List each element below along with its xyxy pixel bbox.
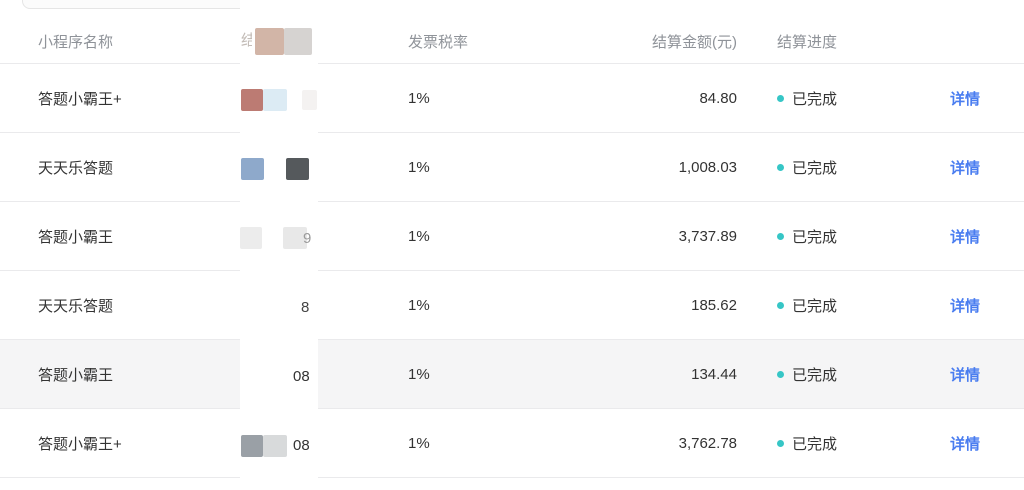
amount-value: 185.62 bbox=[691, 296, 737, 314]
settlement-table: 小程序名称 发票税率 结算金额(元) 结算进度 答题小霸王+ 1% 84.80 … bbox=[0, 20, 1024, 478]
tax-rate-value: 1% bbox=[408, 158, 430, 176]
redaction-patch bbox=[263, 89, 287, 111]
table-row: 答题小霸王+ 1% 84.80 已完成 详情 bbox=[0, 64, 1024, 133]
settlement-no-visible-digits: 8 bbox=[301, 299, 310, 316]
detail-link[interactable]: 详情 bbox=[949, 228, 980, 246]
tax-rate-value: 1% bbox=[408, 89, 430, 107]
status-dot-icon bbox=[777, 439, 784, 447]
table-row-highlighted: 答题小霸王 1% 134.44 已完成 详情 bbox=[0, 340, 1024, 409]
table-row: 答题小霸王 1% 3,737.89 已完成 详情 bbox=[0, 202, 1024, 271]
detail-link[interactable]: 详情 bbox=[949, 366, 980, 384]
miniprogram-name: 答题小霸王 bbox=[38, 228, 114, 246]
redaction-patch bbox=[255, 28, 284, 55]
redaction-patch bbox=[302, 90, 317, 110]
detail-link[interactable]: 详情 bbox=[949, 90, 980, 108]
redaction-patch bbox=[241, 435, 263, 457]
redaction-overlay: 结 9 8 08 08 bbox=[240, 0, 318, 490]
col-header-miniprogram-name: 小程序名称 bbox=[38, 34, 114, 51]
miniprogram-name: 答题小霸王 bbox=[38, 366, 114, 384]
redaction-patch bbox=[263, 435, 287, 457]
status-label: 已完成 bbox=[792, 435, 838, 453]
amount-value: 3,737.89 bbox=[678, 227, 737, 245]
tax-rate-value: 1% bbox=[408, 296, 430, 314]
settlement-no-visible-digits: 08 bbox=[293, 368, 310, 385]
table-row: 天天乐答题 1% 1,008.03 已完成 详情 bbox=[0, 133, 1024, 202]
progress-cell: 已完成 bbox=[777, 295, 902, 316]
status-label: 已完成 bbox=[792, 159, 838, 177]
progress-cell: 已完成 bbox=[777, 226, 902, 247]
status-label: 已完成 bbox=[792, 228, 838, 246]
status-dot-icon bbox=[777, 232, 784, 240]
redaction-patch bbox=[283, 227, 307, 249]
status-label: 已完成 bbox=[792, 297, 838, 315]
progress-cell: 已完成 bbox=[777, 157, 902, 178]
amount-value: 84.80 bbox=[699, 89, 737, 107]
miniprogram-name: 答题小霸王+ bbox=[38, 90, 122, 108]
status-label: 已完成 bbox=[792, 90, 838, 108]
col-header-settlement-progress: 结算进度 bbox=[777, 34, 838, 51]
amount-value: 3,762.78 bbox=[678, 434, 737, 452]
table-header-row: 小程序名称 发票税率 结算金额(元) 结算进度 bbox=[0, 20, 1024, 64]
status-label: 已完成 bbox=[792, 366, 838, 384]
tax-rate-value: 1% bbox=[408, 365, 430, 383]
col-header-settlement-amount: 结算金额(元) bbox=[652, 34, 737, 51]
settlement-no-visible-digits: 08 bbox=[293, 437, 310, 454]
amount-value: 1,008.03 bbox=[678, 158, 737, 176]
redaction-patch bbox=[284, 28, 312, 55]
redaction-patch bbox=[286, 158, 309, 180]
tax-rate-value: 1% bbox=[408, 227, 430, 245]
progress-cell: 已完成 bbox=[777, 88, 902, 109]
miniprogram-name: 天天乐答题 bbox=[38, 297, 114, 315]
status-dot-icon bbox=[777, 163, 784, 171]
status-dot-icon bbox=[777, 370, 784, 378]
status-dot-icon bbox=[777, 301, 784, 309]
detail-link[interactable]: 详情 bbox=[949, 297, 980, 315]
status-dot-icon bbox=[777, 94, 784, 102]
redaction-patch bbox=[240, 227, 262, 249]
table-row: 天天乐答题 1% 185.62 已完成 详情 bbox=[0, 271, 1024, 340]
tax-rate-value: 1% bbox=[408, 434, 430, 452]
redaction-patch bbox=[241, 158, 264, 180]
progress-cell: 已完成 bbox=[777, 364, 902, 385]
top-control-remnant[interactable] bbox=[22, 0, 254, 9]
miniprogram-name: 答题小霸王+ bbox=[38, 435, 122, 453]
table-row: 答题小霸王+ 1% 3,762.78 已完成 详情 bbox=[0, 409, 1024, 478]
detail-link[interactable]: 详情 bbox=[949, 159, 980, 177]
redaction-patch bbox=[241, 89, 263, 111]
amount-value: 134.44 bbox=[691, 365, 737, 383]
col-header-invoice-tax-rate: 发票税率 bbox=[408, 34, 469, 51]
settlement-no-header-partial-char: 结 bbox=[241, 32, 252, 49]
progress-cell: 已完成 bbox=[777, 433, 902, 454]
detail-link[interactable]: 详情 bbox=[949, 435, 980, 453]
settlement-no-visible-digits: 9 bbox=[303, 230, 312, 247]
miniprogram-name: 天天乐答题 bbox=[38, 159, 114, 177]
